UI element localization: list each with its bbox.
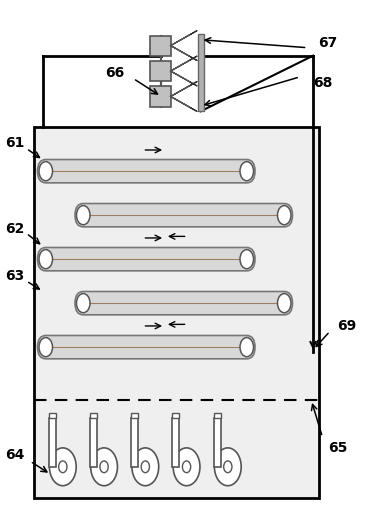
FancyBboxPatch shape bbox=[75, 204, 292, 227]
Circle shape bbox=[76, 294, 90, 313]
FancyBboxPatch shape bbox=[38, 335, 255, 359]
Bar bbox=[198, 34, 204, 111]
Bar bbox=[150, 61, 171, 81]
Circle shape bbox=[240, 250, 254, 269]
Circle shape bbox=[182, 461, 191, 473]
Bar bbox=[90, 418, 97, 467]
Text: 61: 61 bbox=[5, 136, 25, 150]
Circle shape bbox=[173, 448, 200, 485]
Circle shape bbox=[50, 448, 76, 485]
FancyBboxPatch shape bbox=[38, 248, 255, 271]
Bar bbox=[131, 418, 138, 467]
Text: 68: 68 bbox=[313, 76, 332, 90]
Text: 65: 65 bbox=[328, 441, 347, 455]
Circle shape bbox=[39, 162, 53, 181]
Circle shape bbox=[224, 461, 232, 473]
Bar bbox=[150, 86, 171, 107]
FancyBboxPatch shape bbox=[75, 292, 292, 315]
Text: 69: 69 bbox=[337, 319, 357, 333]
Bar bbox=[172, 418, 180, 467]
Circle shape bbox=[39, 338, 53, 357]
Circle shape bbox=[58, 461, 67, 473]
Bar bbox=[49, 412, 56, 418]
Bar bbox=[34, 127, 319, 498]
Bar bbox=[214, 412, 221, 418]
Circle shape bbox=[132, 448, 159, 485]
Bar bbox=[90, 412, 97, 418]
Circle shape bbox=[141, 461, 150, 473]
Circle shape bbox=[240, 162, 254, 181]
Bar bbox=[131, 412, 138, 418]
Circle shape bbox=[76, 206, 90, 225]
Circle shape bbox=[91, 448, 117, 485]
Circle shape bbox=[39, 250, 53, 269]
Circle shape bbox=[214, 448, 241, 485]
FancyBboxPatch shape bbox=[38, 160, 255, 183]
Text: 67: 67 bbox=[318, 37, 338, 50]
Bar bbox=[214, 418, 221, 467]
Text: 66: 66 bbox=[105, 66, 124, 80]
Text: 64: 64 bbox=[5, 448, 25, 462]
Bar bbox=[150, 36, 171, 56]
Circle shape bbox=[240, 338, 254, 357]
Circle shape bbox=[278, 294, 291, 313]
Circle shape bbox=[278, 206, 291, 225]
Bar bbox=[172, 412, 180, 418]
Text: 62: 62 bbox=[5, 222, 25, 236]
Bar bbox=[49, 418, 56, 467]
Text: 63: 63 bbox=[5, 269, 25, 282]
Circle shape bbox=[100, 461, 108, 473]
